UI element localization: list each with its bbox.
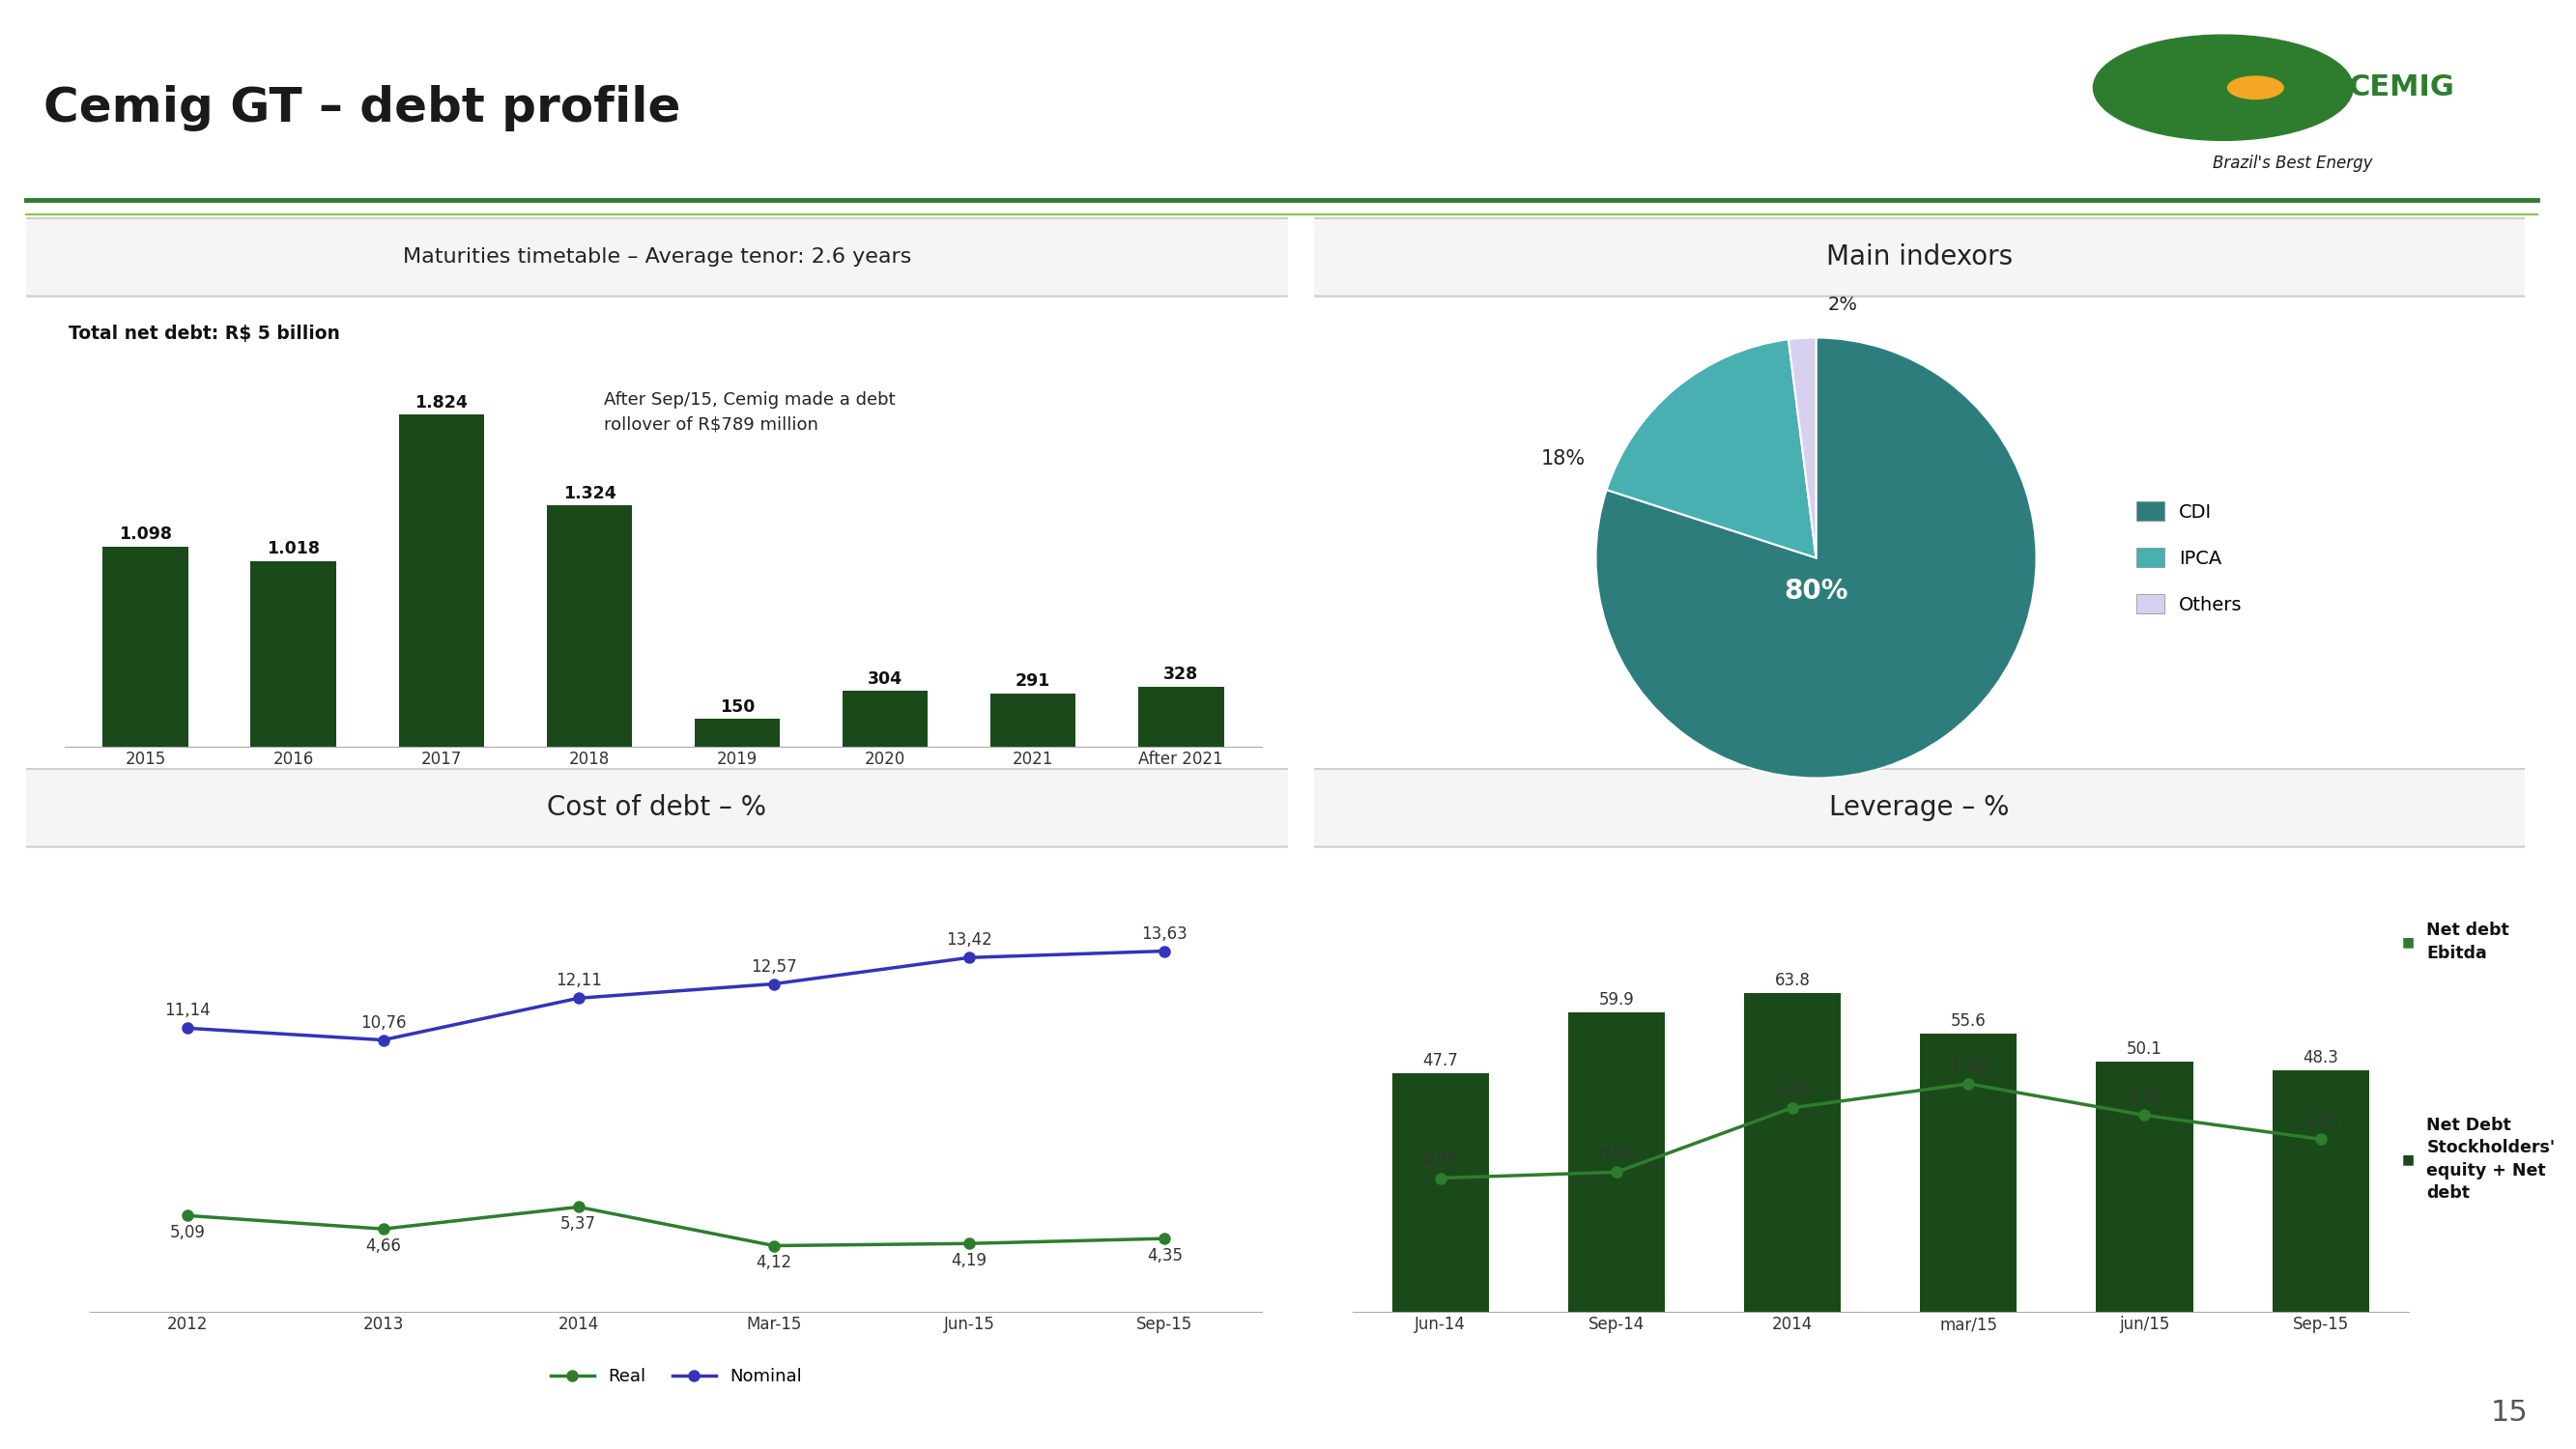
- Text: After Sep/15, Cemig made a debt
rollover of R$789 million: After Sep/15, Cemig made a debt rollover…: [605, 391, 896, 433]
- Text: 18%: 18%: [1540, 449, 1584, 468]
- Text: 1.018: 1.018: [268, 540, 319, 558]
- Text: 2%: 2%: [1826, 296, 1857, 314]
- Text: 1,15: 1,15: [2303, 1113, 2339, 1130]
- Circle shape: [2094, 35, 2352, 141]
- Text: 48.3: 48.3: [2303, 1049, 2339, 1066]
- Text: 1,52: 1,52: [1950, 1058, 1986, 1075]
- Bar: [696, 719, 781, 746]
- Wedge shape: [1595, 338, 2038, 778]
- Text: Net Debt
Stockholders'
equity + Net
debt: Net Debt Stockholders' equity + Net debt: [2427, 1116, 2555, 1203]
- Text: ■: ■: [2403, 935, 2414, 949]
- Bar: [399, 414, 484, 746]
- Text: 5,09: 5,09: [170, 1224, 206, 1242]
- Text: 12,57: 12,57: [750, 958, 796, 975]
- Text: ■: ■: [2403, 1152, 2414, 1166]
- Text: Total net debt: R$ 5 billion: Total net debt: R$ 5 billion: [70, 325, 340, 342]
- Circle shape: [2228, 77, 2282, 99]
- Text: 4,35: 4,35: [1146, 1248, 1182, 1265]
- Bar: [1391, 1074, 1489, 1311]
- Wedge shape: [1788, 338, 1816, 558]
- Text: 1.824: 1.824: [415, 394, 469, 412]
- Text: 13,63: 13,63: [1141, 924, 1188, 942]
- Text: 1.098: 1.098: [118, 526, 173, 543]
- Bar: [1139, 687, 1224, 746]
- Text: Leverage – %: Leverage – %: [1829, 794, 2009, 822]
- FancyBboxPatch shape: [0, 219, 1327, 296]
- Bar: [546, 506, 631, 746]
- Text: 11,14: 11,14: [165, 1003, 211, 1020]
- Text: Brazil's Best Energy: Brazil's Best Energy: [2213, 155, 2372, 172]
- Text: 291: 291: [1015, 672, 1051, 690]
- Bar: [103, 546, 188, 746]
- Text: 5,37: 5,37: [562, 1216, 598, 1233]
- FancyBboxPatch shape: [1278, 219, 2561, 296]
- Text: 328: 328: [1164, 667, 1198, 684]
- Text: 10,76: 10,76: [361, 1014, 407, 1032]
- FancyBboxPatch shape: [0, 769, 1327, 846]
- Bar: [2272, 1071, 2370, 1311]
- Text: 304: 304: [868, 671, 902, 688]
- Bar: [1569, 1013, 1664, 1311]
- Bar: [1744, 993, 1842, 1311]
- Text: 150: 150: [719, 698, 755, 716]
- Text: 4,66: 4,66: [366, 1237, 402, 1255]
- Text: 13,42: 13,42: [945, 932, 992, 949]
- Legend: Real, Nominal: Real, Nominal: [544, 1361, 809, 1392]
- Bar: [2097, 1061, 2192, 1311]
- Text: Main indexors: Main indexors: [1826, 243, 2012, 271]
- Text: 12,11: 12,11: [556, 972, 603, 990]
- Text: 4,12: 4,12: [755, 1255, 791, 1272]
- Text: 1,36: 1,36: [1775, 1081, 1811, 1098]
- FancyBboxPatch shape: [1278, 769, 2561, 846]
- Text: 55.6: 55.6: [1950, 1013, 1986, 1030]
- Text: Net debt
Ebitda: Net debt Ebitda: [2427, 922, 2509, 962]
- Text: 50.1: 50.1: [2128, 1040, 2161, 1058]
- Text: 0,93: 0,93: [1600, 1146, 1633, 1164]
- Text: 1.324: 1.324: [564, 485, 616, 503]
- Text: 47.7: 47.7: [1422, 1052, 1458, 1069]
- Text: CEMIG: CEMIG: [2349, 74, 2455, 101]
- Text: 80%: 80%: [1785, 577, 1847, 604]
- Text: 0,89: 0,89: [1422, 1152, 1458, 1169]
- Text: Maturities timetable – Average tenor: 2.6 years: Maturities timetable – Average tenor: 2.…: [402, 248, 912, 267]
- Bar: [250, 561, 337, 746]
- Text: 4,19: 4,19: [951, 1252, 987, 1269]
- Wedge shape: [1607, 339, 1816, 558]
- Legend: CDI, IPCA, Others: CDI, IPCA, Others: [2128, 494, 2249, 622]
- Text: Cemig GT – debt profile: Cemig GT – debt profile: [44, 85, 680, 132]
- Bar: [842, 691, 927, 746]
- Text: 63.8: 63.8: [1775, 971, 1811, 988]
- Text: 59.9: 59.9: [1600, 991, 1633, 1009]
- Text: 15: 15: [2491, 1398, 2527, 1427]
- Text: 1,31: 1,31: [2128, 1088, 2161, 1106]
- Text: Cost of debt – %: Cost of debt – %: [546, 794, 768, 822]
- Bar: [989, 693, 1077, 746]
- Bar: [1919, 1033, 2017, 1311]
